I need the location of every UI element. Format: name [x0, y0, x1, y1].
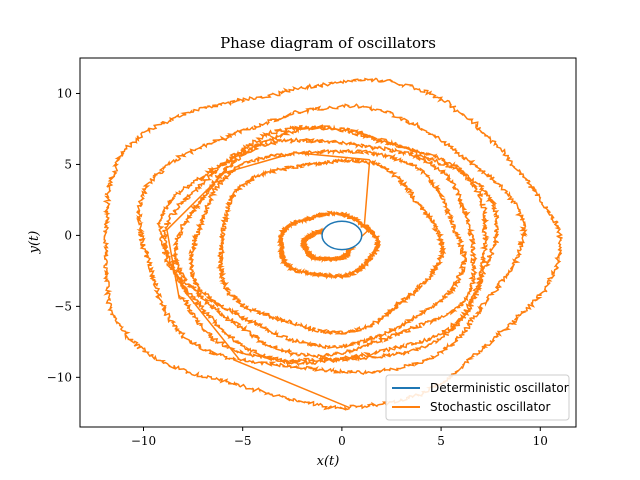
x-tick-label: 5 [437, 434, 445, 448]
legend-label-stochastic: Stochastic oscillator [430, 400, 551, 414]
legend: Deterministic oscillator Stochastic osci… [385, 374, 570, 421]
legend-label-deterministic: Deterministic oscillator [430, 381, 569, 395]
x-tick-label: −10 [131, 434, 156, 448]
stochastic-oscillator-line [102, 77, 563, 411]
x-tick-label: 10 [533, 434, 548, 448]
y-tick-label: 5 [64, 157, 72, 171]
chart-title: Phase diagram of oscillators [220, 34, 436, 52]
x-axis-label: x(t) [317, 454, 340, 469]
y-axis-label: y(t) [27, 231, 42, 255]
x-tick-label: 0 [338, 434, 346, 448]
plot-frame [79, 57, 577, 428]
y-tick-label: −5 [54, 299, 72, 313]
y-tick-label: −10 [47, 370, 72, 384]
series-layer [102, 77, 563, 411]
y-axis-ticks: −10 −5 0 5 10 [47, 86, 80, 384]
legend-box [385, 374, 570, 421]
x-tick-label: −5 [234, 434, 252, 448]
y-tick-label: 10 [57, 86, 72, 100]
y-tick-label: 0 [64, 228, 72, 242]
deterministic-oscillator-line [321, 220, 363, 251]
x-axis-ticks: −10 −5 0 5 10 [131, 427, 548, 448]
